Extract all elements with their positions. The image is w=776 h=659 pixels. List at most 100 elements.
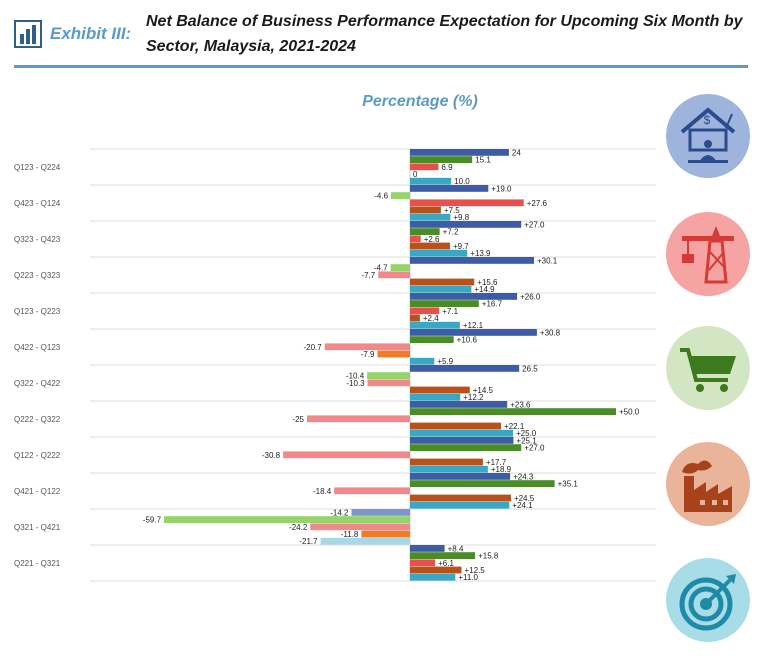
- bar-value-label: -18.4: [313, 487, 332, 496]
- bar-value-label: +50.0: [619, 408, 640, 417]
- bar: [283, 451, 410, 459]
- bar-value-label: -21.7: [299, 537, 318, 546]
- category-tick-label: Q422 - Q123: [14, 343, 61, 352]
- bar-value-label: +12.5: [465, 566, 486, 575]
- target-icon: [666, 558, 750, 642]
- bar-value-label: +30.8: [540, 328, 561, 337]
- bar: [410, 393, 461, 401]
- bar: [410, 444, 522, 451]
- bar: [410, 480, 555, 487]
- bar-chart: Q123 - Q224 24 15.1 6.9 0 10.0 Q423 - Q124 +19.…: [14, 148, 656, 582]
- bar: [410, 228, 440, 235]
- bar: [410, 458, 483, 466]
- bar-value-label: 24: [512, 148, 521, 157]
- bar: [410, 163, 439, 171]
- bar-value-label: +15.6: [477, 278, 498, 287]
- bar-value-label: -30.8: [262, 451, 281, 460]
- bar: [410, 307, 440, 315]
- category-tick-label: Q123 - Q224: [14, 163, 61, 172]
- bar: [410, 242, 450, 250]
- bar: [377, 350, 410, 358]
- bar-value-label: +26.0: [520, 292, 541, 301]
- svg-text:$: $: [704, 113, 711, 127]
- bar-value-label: -20.7: [303, 343, 322, 352]
- bar: [410, 473, 511, 480]
- category-tick-label: Q323 - Q423: [14, 235, 61, 244]
- category-tick-label: Q223 - Q323: [14, 271, 61, 280]
- bar: [410, 149, 509, 156]
- bar-value-label: +22.1: [504, 422, 525, 431]
- category-tick-label: Q122 - Q222: [14, 451, 61, 460]
- bar-value-label: +19.0: [491, 184, 512, 193]
- bar-value-label: +27.0: [524, 444, 545, 453]
- bar: [410, 386, 470, 394]
- bar-value-label: +13.9: [470, 249, 491, 258]
- bar-value-label: +8.4: [448, 544, 464, 553]
- bar: [410, 300, 479, 307]
- bar: [410, 206, 441, 214]
- bar-value-label: +14.9: [474, 285, 495, 294]
- category-tick-label: Q321 - Q421: [14, 523, 61, 532]
- bar-value-label: +7.2: [443, 228, 459, 237]
- bar-value-label: +27.0: [524, 220, 545, 229]
- bar: [410, 235, 421, 243]
- bar-value-label: -10.3: [346, 379, 365, 388]
- bar-value-label: 15.1: [475, 156, 491, 165]
- bar-value-label: +24.3: [513, 472, 534, 481]
- bar: [410, 357, 435, 365]
- bar-value-label: +11.0: [458, 573, 478, 582]
- bar: [410, 408, 616, 415]
- bar: [410, 566, 462, 574]
- bar: [410, 249, 468, 257]
- bar: [410, 221, 522, 228]
- bar: [410, 336, 454, 343]
- bar: [410, 329, 537, 336]
- bar-value-label: +30.1: [537, 256, 558, 265]
- bar: [410, 573, 456, 581]
- category-tick-label: Q421 - Q122: [14, 487, 61, 496]
- bar: [367, 372, 410, 379]
- page-title: Net Balance of Business Performance Expe…: [146, 13, 743, 55]
- bar-value-label: +7.1: [442, 307, 458, 316]
- bar-value-label: -7.9: [361, 350, 375, 359]
- bar-value-label: +24.1: [512, 501, 533, 510]
- bar: [390, 264, 410, 271]
- bar-value-label: +7.5: [444, 206, 460, 215]
- bar: [410, 559, 436, 567]
- bar-value-label: -4.7: [374, 264, 388, 273]
- bar-value-label: +9.7: [453, 242, 469, 251]
- bar: [410, 465, 488, 473]
- bar-value-label: +2.6: [424, 235, 440, 244]
- bar-value-label: +25.1: [516, 436, 537, 445]
- bar: [410, 545, 445, 552]
- category-tick-label: Q123 - Q223: [14, 307, 61, 316]
- exhibit-label: Exhibit III:: [50, 24, 132, 43]
- bar: [307, 415, 410, 423]
- bar-value-label: -4.6: [374, 192, 388, 201]
- chart-subtitle: Percentage (%): [362, 93, 478, 110]
- bar: [367, 379, 410, 387]
- bar-value-label: -25: [292, 415, 304, 424]
- bar: [410, 314, 420, 322]
- bar: [410, 429, 513, 437]
- bar: [410, 321, 460, 329]
- bar: [410, 278, 475, 286]
- bar-value-label: +6.1: [438, 559, 454, 568]
- bar-value-label: +35.1: [558, 480, 579, 489]
- bar: [164, 516, 410, 523]
- bar: [410, 494, 511, 502]
- construction-crane-icon: [666, 212, 750, 296]
- bar-value-label: +2.4: [423, 314, 439, 323]
- bar-value-label: -10.4: [346, 372, 365, 381]
- bar-value-label: +27.6: [527, 199, 548, 208]
- bar-value-label: +10.6: [457, 336, 478, 345]
- bar: [351, 509, 410, 516]
- bar: [378, 271, 410, 279]
- bar: [410, 437, 514, 444]
- bar-value-label: +5.9: [437, 357, 453, 366]
- exhibit-header: Exhibit III: Net Balance of Business Per…: [0, 0, 776, 70]
- bar-value-label: -14.2: [330, 508, 349, 517]
- bar: [391, 192, 410, 199]
- bar: [324, 343, 410, 351]
- category-tick-label: Q423 - Q124: [14, 199, 61, 208]
